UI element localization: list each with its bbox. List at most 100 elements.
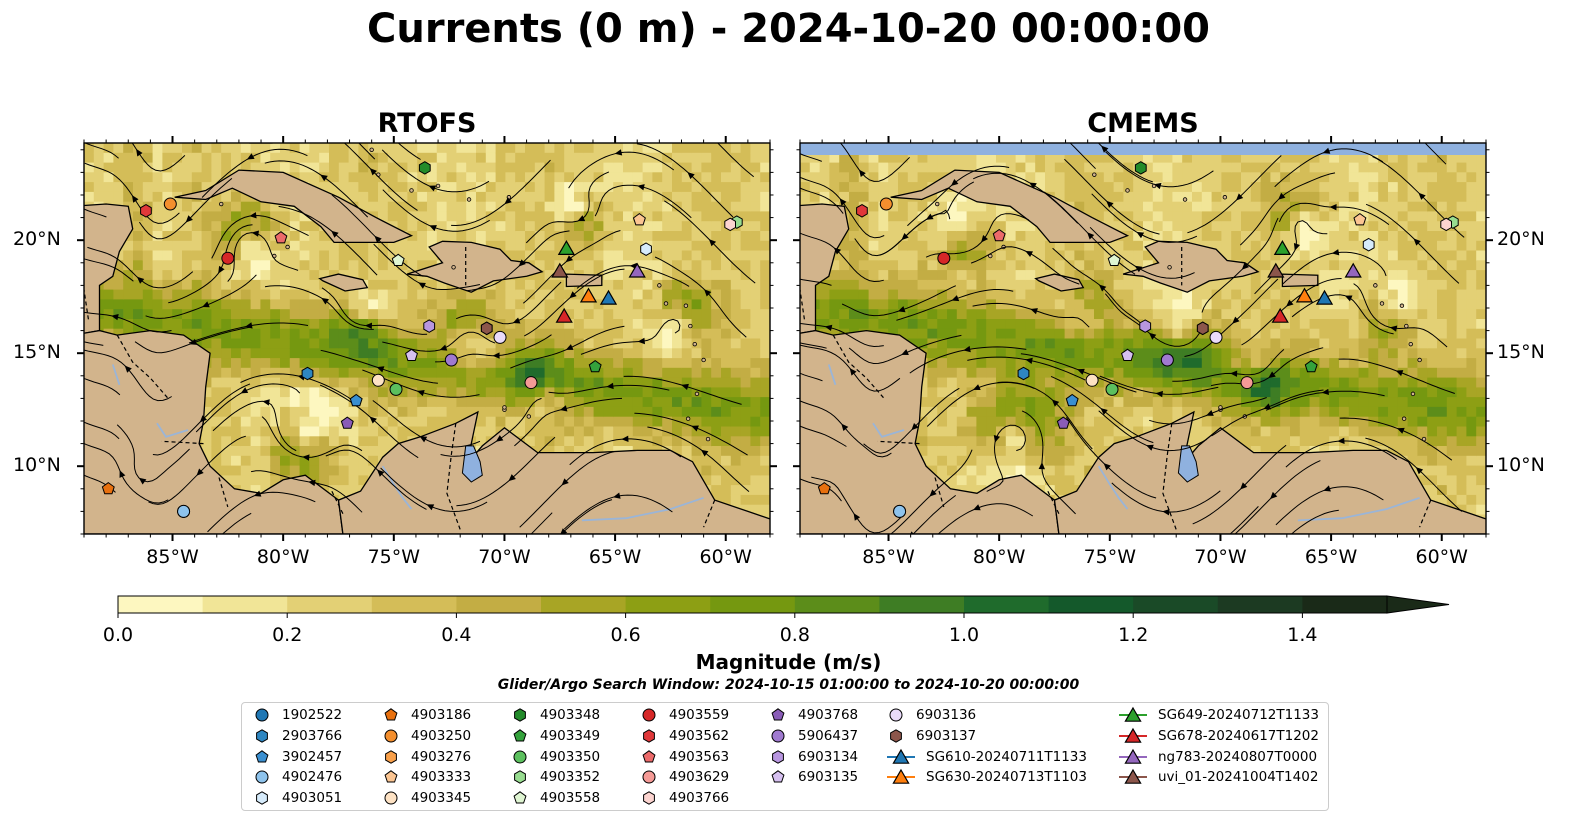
obs-4903766 — [724, 217, 736, 232]
legend-item: 4903051 — [252, 788, 342, 808]
obs-SG610-20240711T1133 — [1315, 289, 1334, 305]
obs-3902457 — [349, 393, 363, 407]
obs-4903186 — [101, 481, 115, 495]
lon-tick-label-right: 75°W — [1083, 546, 1137, 568]
colorbar — [117, 595, 1450, 618]
legend-item: SG630-20240713T1103 — [886, 767, 1087, 787]
obs-4903629 — [524, 376, 538, 390]
legend-label: 4903562 — [669, 727, 730, 744]
legend-item: uvi_01-20241004T1402 — [1118, 767, 1318, 787]
obs-4903350 — [389, 382, 403, 396]
obs-4903563 — [274, 231, 288, 244]
obs-4903558 — [1107, 253, 1121, 266]
hexagon-marker-icon — [643, 791, 655, 805]
figure-title: Currents (0 m) - 2024-10-20 00:00:00 — [367, 6, 1210, 52]
colorbar-tick-label: 1.2 — [1118, 624, 1149, 646]
panel-title-rtofs: RTOFS — [377, 108, 477, 139]
obs-6903134 — [1139, 319, 1152, 333]
legend-item: 4903349 — [510, 726, 600, 746]
pentagon-marker-icon — [642, 749, 656, 763]
obs-4903250 — [163, 197, 177, 211]
legend-item: 4903559 — [639, 705, 729, 725]
obs-4903350 — [1105, 382, 1119, 396]
obs-4903186 — [817, 481, 831, 495]
legend-label: uvi_01-20241004T1402 — [1158, 769, 1319, 786]
lon-tick-label-left: 60°W — [699, 546, 752, 568]
obs-SG630-20240713T1103 — [1295, 287, 1314, 303]
hexagon-marker-icon — [772, 749, 784, 764]
obs-4903333 — [1353, 212, 1367, 226]
circle-marker-icon — [889, 708, 903, 722]
legend-label: 4902476 — [282, 769, 343, 786]
obs-4903558 — [391, 253, 405, 266]
legend-item: 6903136 — [886, 705, 976, 725]
legend-label: 4903345 — [411, 790, 472, 807]
legend-label: 6903134 — [798, 748, 859, 765]
lon-tick-label-right: 85°W — [862, 546, 915, 568]
circle-marker-icon — [642, 708, 656, 722]
legend-item: SG610-20240711T1133 — [886, 747, 1087, 767]
lon-tick-label-right: 65°W — [1304, 546, 1358, 568]
lon-tick-label-left: 65°W — [588, 546, 642, 568]
obs-4903348 — [1134, 161, 1147, 175]
legend-item: 6903134 — [768, 747, 858, 767]
obs-6903137 — [1196, 321, 1209, 336]
obs-4903349 — [588, 359, 602, 373]
obs-5906437 — [444, 353, 458, 367]
legend-label: SG610-20240711T1133 — [926, 748, 1087, 765]
legend-item: 4903629 — [639, 767, 729, 787]
legend-item: 4903766 — [639, 788, 729, 808]
lon-tick-label-left: 70°W — [478, 546, 531, 568]
pentagon-marker-icon — [384, 770, 398, 783]
legend-label: 4903768 — [798, 707, 859, 723]
colorbar-label: Magnitude (m/s) — [695, 650, 882, 674]
lon-tick-label-left: 80°W — [256, 546, 310, 568]
obs-5906437 — [1160, 353, 1174, 367]
legend-label: 6903137 — [916, 727, 977, 744]
rtofs-map — [77, 136, 777, 541]
circle-marker-icon — [513, 750, 527, 764]
obs-4903051 — [1362, 237, 1375, 252]
obs-2903766 — [1017, 366, 1030, 381]
pentagon-marker-icon — [513, 728, 527, 742]
lat-tick-label-left: 20°N — [13, 228, 61, 251]
circle-marker-icon — [255, 770, 269, 784]
obs-uvi_01-20241004T1402 — [1267, 262, 1285, 278]
legend-item: 4903768 — [768, 705, 858, 725]
legend-label: ng783-20240807T0000 — [1158, 748, 1318, 765]
colorbar-tick-label: 1.4 — [1287, 624, 1318, 646]
lat-tick-label-left: 15°N — [13, 341, 61, 364]
legend-item: 4903186 — [381, 705, 471, 725]
obs-4903562 — [856, 204, 868, 218]
hexagon-marker-icon — [643, 729, 655, 743]
lon-tick-label-right: 80°W — [972, 546, 1026, 568]
pentagon-marker-icon — [771, 770, 785, 783]
triangle-marker-icon — [887, 769, 915, 785]
hexagon-marker-icon — [514, 708, 526, 722]
legend-label: SG649-20240712T1133 — [1158, 707, 1319, 723]
legend-label: 3902457 — [282, 748, 343, 765]
triangle-marker-icon — [1119, 769, 1147, 785]
legend-label: 4903629 — [669, 769, 730, 786]
cmems-map — [793, 136, 1493, 541]
obs-4903766 — [1440, 217, 1452, 232]
legend-item: 4903276 — [381, 747, 471, 767]
triangle-marker-icon — [1119, 706, 1147, 722]
colorbar-tick-label: 0.8 — [779, 624, 810, 646]
lon-tick-label-right: 70°W — [1194, 546, 1247, 568]
legend-item: 4903352 — [510, 767, 600, 787]
legend: 1902522 2903766 3902457 4902476 4903051 49031… — [241, 702, 1329, 811]
obs-4903333 — [632, 212, 646, 226]
obs-6903136 — [493, 330, 507, 344]
obs-SG610-20240711T1133 — [599, 289, 618, 305]
pentagon-marker-icon — [255, 749, 269, 763]
legend-label: 1902522 — [282, 707, 343, 723]
obs-4903768 — [340, 416, 354, 429]
triangle-marker-icon — [1119, 727, 1147, 743]
legend-item: 4903350 — [510, 747, 600, 767]
legend-item: 4903348 — [510, 705, 600, 725]
legend-label: 4903350 — [540, 748, 601, 765]
circle-marker-icon — [384, 791, 398, 805]
circle-marker-icon — [642, 770, 656, 784]
